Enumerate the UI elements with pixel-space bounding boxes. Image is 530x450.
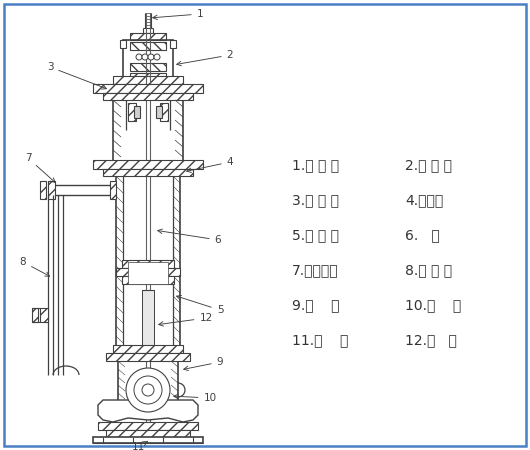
Bar [128,262,168,284]
Circle shape [142,54,148,60]
Bar [130,33,166,40]
Bar [134,106,140,118]
Text: 11: 11 [131,441,147,450]
Text: 6.   轴: 6. 轴 [405,228,440,242]
Circle shape [134,376,162,404]
Bar [123,40,173,92]
Bar [130,63,166,71]
Text: 8.出 液 管: 8.出 液 管 [405,263,452,277]
Bar [156,106,162,118]
Bar [40,308,48,322]
Text: 7.出口法兰: 7.出口法兰 [292,263,339,277]
Circle shape [142,384,154,396]
Bar [160,103,168,121]
Text: 10: 10 [174,393,217,403]
Bar [93,437,203,443]
Text: 11.泵    盖: 11.泵 盖 [292,333,348,347]
Bar [103,93,193,100]
Bar [122,260,174,268]
Text: 7: 7 [25,153,55,182]
Text: 4: 4 [187,157,233,172]
Bar [98,422,198,430]
Text: 5.支 摐 管: 5.支 摐 管 [292,228,339,242]
Text: 12.轴   套: 12.轴 套 [405,333,457,347]
Circle shape [126,368,170,412]
Bar [130,73,166,80]
Circle shape [148,54,154,60]
Bar [116,268,180,276]
Text: 2.轴 承 盒: 2.轴 承 盒 [405,158,452,172]
Text: 1.联 轴 器: 1.联 轴 器 [292,158,339,172]
Bar [142,290,154,350]
Bar [106,430,190,437]
Circle shape [154,54,160,60]
Bar [110,181,116,199]
Text: 9.泵    体: 9.泵 体 [292,298,340,312]
Bar [32,308,38,322]
Bar [170,40,176,48]
Polygon shape [98,400,198,422]
Bar [106,353,190,361]
Text: 12: 12 [159,313,213,326]
Circle shape [136,54,142,60]
Bar [120,40,126,48]
Text: 5: 5 [176,295,223,315]
Text: 10.叶    轮: 10.叶 轮 [405,298,461,312]
Bar [130,42,166,50]
Bar [40,181,46,199]
Bar [128,103,136,121]
Bar [93,84,203,93]
Bar [48,181,55,199]
Bar [113,76,183,84]
Text: 3.下 支 架: 3.下 支 架 [292,193,339,207]
Bar [122,276,174,284]
Bar [93,160,203,169]
Text: 1: 1 [153,9,204,19]
Bar [113,345,183,353]
Bar [103,169,193,176]
Text: 4.安装盘: 4.安装盘 [405,193,443,207]
Text: 9: 9 [184,357,223,370]
Text: 8: 8 [20,257,50,276]
Text: 3: 3 [47,62,107,89]
Text: 6: 6 [158,229,222,245]
Text: 2: 2 [176,50,233,66]
